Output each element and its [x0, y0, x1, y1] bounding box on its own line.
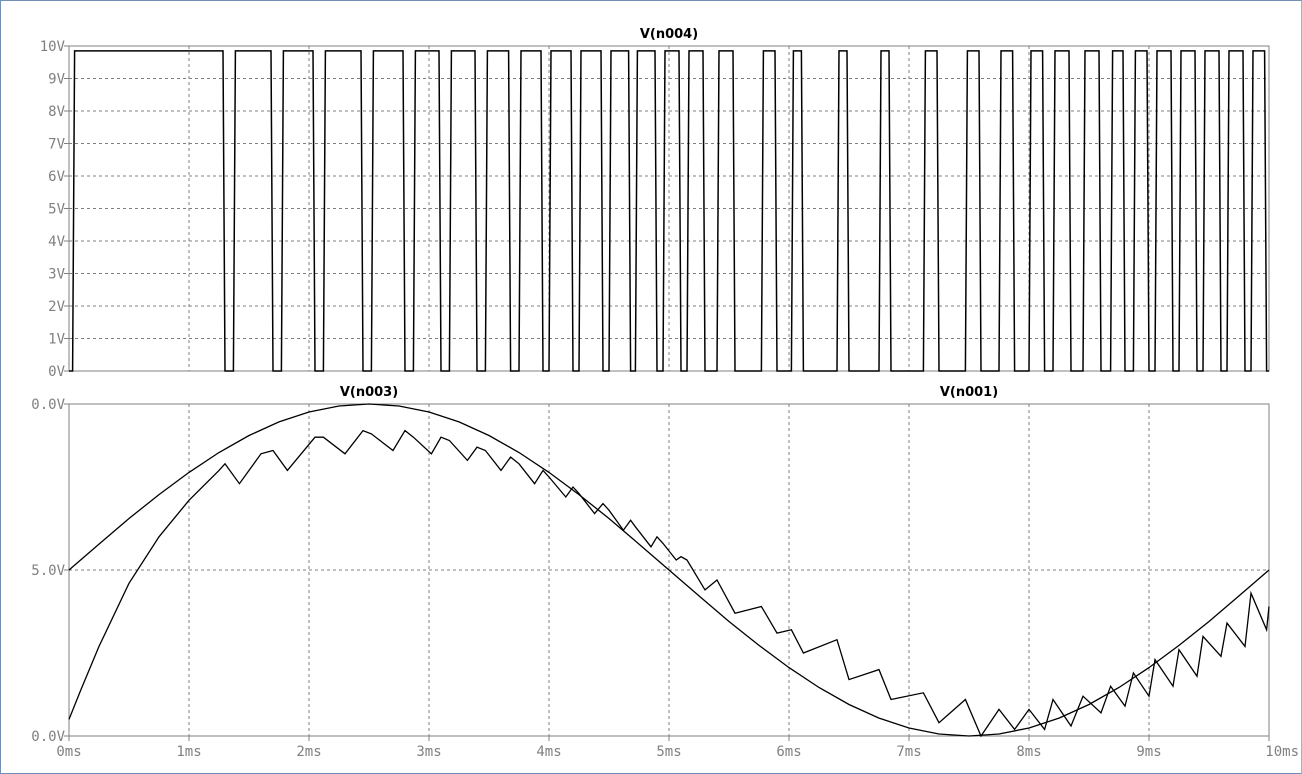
top-title[interactable]: V(n004) — [640, 27, 698, 42]
x-tick-label: 8ms — [1016, 744, 1041, 760]
top-grid — [69, 46, 1269, 371]
x-tick-label: 5ms — [656, 744, 681, 760]
legend-v-n003[interactable]: V(n003) — [340, 385, 398, 400]
x-axis-ticks: 0ms 1ms 2ms 3ms 4ms 5ms 6ms 7ms 8ms 9ms 10ms — [56, 736, 1299, 760]
top-y-tick-label: 4V — [48, 234, 65, 250]
top-y-tick-label: 0V — [48, 364, 65, 380]
top-y-tick-label: 6V — [48, 169, 65, 185]
bottom-y-tick-label: 0.0V — [31, 397, 65, 413]
pane-bottom: 0.0V 5.0V 0.0V 0ms 1ms 2ms 3ms 4ms 5ms 6ms 7ms 8ms… — [31, 385, 1299, 760]
series-v-n004 — [69, 50, 1269, 372]
top-y-tick-label: 7V — [48, 137, 65, 153]
top-y-tick-label: 9V — [48, 72, 65, 88]
top-y-ticks: 0V 1V 2V 3V 4V 5V 6V 7V 8V 9V 10V — [40, 39, 69, 380]
bottom-y-tick-label: 5.0V — [31, 563, 65, 579]
x-tick-label: 9ms — [1136, 744, 1161, 760]
pane-top: 0V 1V 2V 3V 4V 5V 6V 7V 8V 9V 10V V(n004) — [40, 27, 1270, 380]
series-v-n003 — [68, 403, 1270, 737]
x-tick-label: 10ms — [1265, 744, 1299, 760]
series-v-n001 — [68, 429, 1270, 738]
x-tick-label: 4ms — [536, 744, 561, 760]
x-tick-label: 7ms — [896, 744, 921, 760]
legend-v-n001[interactable]: V(n001) — [940, 385, 998, 400]
x-tick-label: 2ms — [296, 744, 321, 760]
top-y-tick-label: 5V — [48, 202, 65, 218]
x-tick-label: 3ms — [416, 744, 441, 760]
x-tick-label: 6ms — [776, 744, 801, 760]
top-y-tick-label: 8V — [48, 104, 65, 120]
bottom-y-tick-label: 0.0V — [31, 729, 65, 745]
bottom-y-ticks: 0.0V 5.0V 0.0V — [31, 397, 69, 745]
x-tick-label: 0ms — [56, 744, 81, 760]
top-y-tick-label: 1V — [48, 332, 65, 348]
top-y-tick-label: 3V — [48, 267, 65, 283]
x-tick-label: 1ms — [176, 744, 201, 760]
top-y-tick-label: 10V — [40, 39, 66, 55]
top-y-tick-label: 2V — [48, 299, 65, 315]
